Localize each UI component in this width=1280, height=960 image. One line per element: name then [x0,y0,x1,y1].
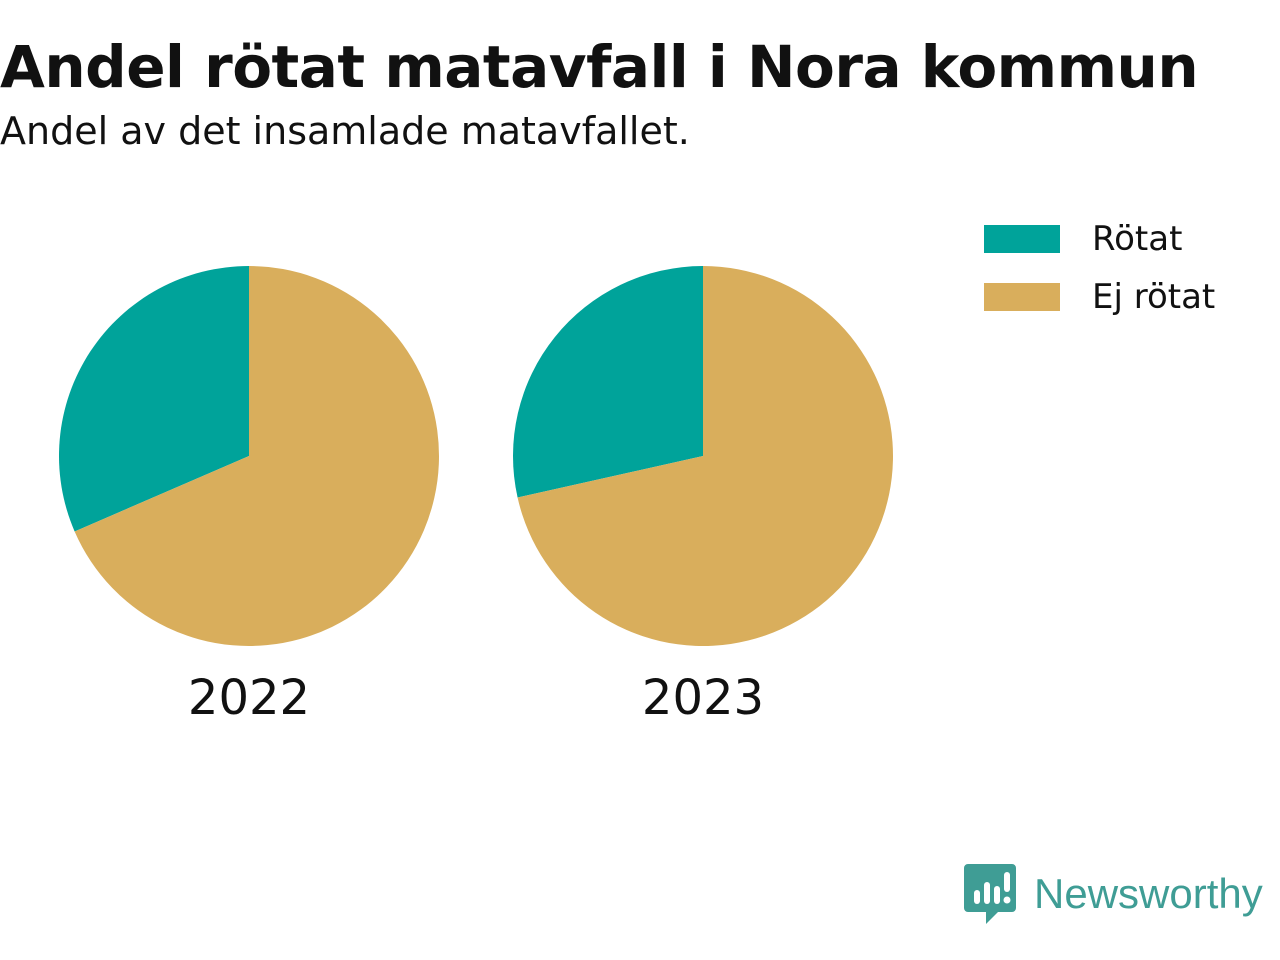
legend-item-ej-rotat: Ej rötat [984,268,1215,326]
chart-subtitle: Andel av det insamlade matavfallet. [0,109,690,153]
brand-label: Newsworthy [1034,870,1263,917]
legend-label: Rötat [1092,219,1183,259]
chart-title: Andel rötat matavfall i Nora kommun [0,33,1199,101]
pie-year-label: 2022 [188,670,310,726]
legend-item-rotat: Rötat [984,210,1215,268]
pie-year-label: 2023 [642,670,764,726]
pie-slice-rotat-2023 [513,266,703,498]
newsworthy-logo-icon [964,864,1016,924]
legend-swatch [984,225,1060,253]
brand-logo: Newsworthy [964,864,1263,924]
legend-label: Ej rötat [1092,277,1216,317]
pie-charts: 2022 2023 [59,266,894,726]
pie-slice-ej-rotat-2023 [517,266,894,647]
legend: Rötat Ej rötat [984,210,1215,326]
pie-slice-rotat-2022 [59,266,249,532]
pie-slice-ej-rotat-2022 [74,266,440,646]
legend-swatch [984,283,1060,311]
